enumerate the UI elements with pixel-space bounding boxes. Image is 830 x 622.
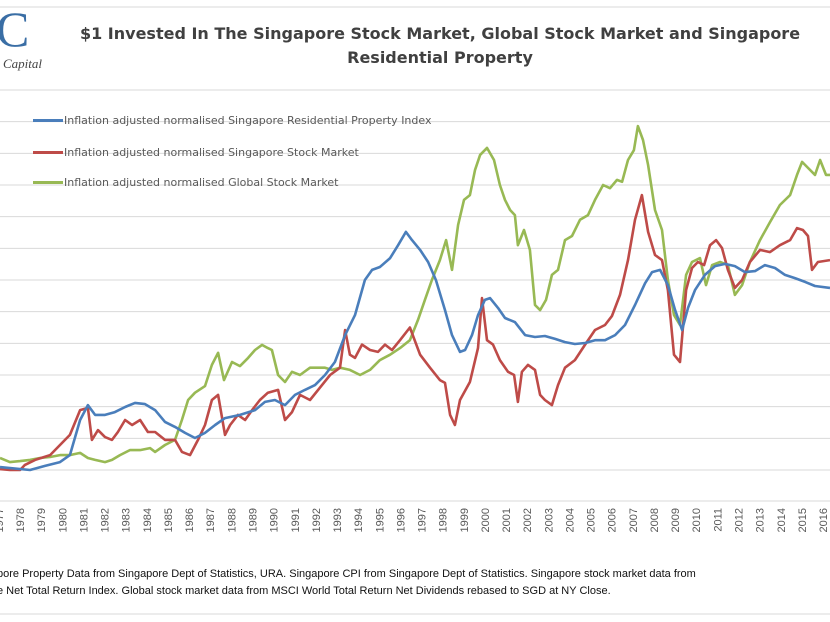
legend-item-property: Inflation adjusted normalised Singapore … (33, 114, 431, 127)
x-tick-label: 2010 (691, 508, 703, 532)
x-tick-label: 1986 (184, 508, 196, 532)
x-tick-label: 2007 (628, 508, 640, 532)
x-tick-label: 2016 (818, 508, 830, 532)
x-tick-label: 2015 (797, 508, 809, 532)
x-tick-label: 2000 (480, 508, 492, 532)
x-tick-label: 1993 (332, 508, 344, 532)
legend-swatch-property (33, 119, 63, 122)
x-tick-label: 2009 (670, 508, 682, 532)
legend-label-global-stock: Inflation adjusted normalised Global Sto… (64, 176, 339, 189)
x-tick-label: 2014 (776, 508, 788, 532)
x-tick-label: 1979 (36, 508, 48, 532)
x-tick-label: 1996 (395, 508, 407, 532)
legend-swatch-global-stock (33, 181, 63, 184)
series-line-sg-stock (0, 193, 830, 472)
x-tick-label: 1990 (269, 508, 281, 532)
x-tick-label: 1985 (163, 508, 175, 532)
x-tick-label: 1982 (100, 508, 112, 532)
x-tick-label: 2005 (586, 508, 598, 532)
source-note: pore Property Data from Singapore Dept o… (0, 566, 696, 600)
x-tick-label: 1977 (0, 508, 6, 532)
x-tick-label: 1994 (353, 508, 365, 532)
x-tick-label: 1983 (121, 508, 133, 532)
x-tick-label: 1991 (290, 508, 302, 532)
legend-item-global-stock: Inflation adjusted normalised Global Sto… (33, 176, 338, 189)
legend-label-sg-stock: Inflation adjusted normalised Singapore … (64, 146, 359, 159)
x-tick-label: 1989 (248, 508, 260, 532)
legend-item-sg-stock: Inflation adjusted normalised Singapore … (33, 146, 359, 159)
x-tick-label: 1981 (78, 508, 90, 532)
x-tick-label: 2011 (712, 508, 724, 532)
x-tick-label: 2012 (733, 508, 745, 532)
x-tick-label: 1978 (15, 508, 27, 532)
x-tick-label: 1998 (438, 508, 450, 532)
gridlines (0, 89, 830, 471)
x-tick-label: 2001 (501, 508, 513, 532)
x-tick-label: 1984 (142, 508, 154, 532)
x-tick-label: 1980 (57, 508, 69, 532)
x-tick-label: 2006 (607, 508, 619, 532)
x-tick-label: 2013 (755, 508, 767, 532)
logo-mark: C (0, 1, 30, 57)
x-tick-label: 2004 (564, 508, 576, 532)
source-note-line-1: pore Property Data from Singapore Dept o… (0, 568, 696, 580)
series-line-property (0, 230, 830, 472)
chart-title-line-1: $1 Invested In The Singapore Stock Marke… (79, 24, 801, 43)
x-tick-label: 1995 (374, 508, 386, 532)
logo-wordmark: Capital (3, 56, 43, 71)
x-tick-label: 2003 (543, 508, 555, 532)
chart-title-line-2: Residential Property (347, 48, 533, 67)
x-tick-label: 1988 (226, 508, 238, 532)
x-tick-label: 2002 (522, 508, 534, 532)
legend-label-property: Inflation adjusted normalised Singapore … (64, 114, 432, 127)
series-lines (0, 124, 830, 472)
source-note-line-2: e Net Total Return Index. Global stock m… (0, 585, 611, 597)
x-tick-labels: 1977 1978 1979 1980 1981 1982 1983 1984 1985 1986… (0, 508, 830, 532)
x-tick-label: 1987 (205, 508, 217, 532)
x-tick-label: 1999 (459, 508, 471, 532)
x-tick-label: 1997 (417, 508, 429, 532)
x-tick-label: 1992 (311, 508, 323, 532)
legend-swatch-sg-stock (33, 151, 63, 154)
x-tick-label: 2008 (649, 508, 661, 532)
